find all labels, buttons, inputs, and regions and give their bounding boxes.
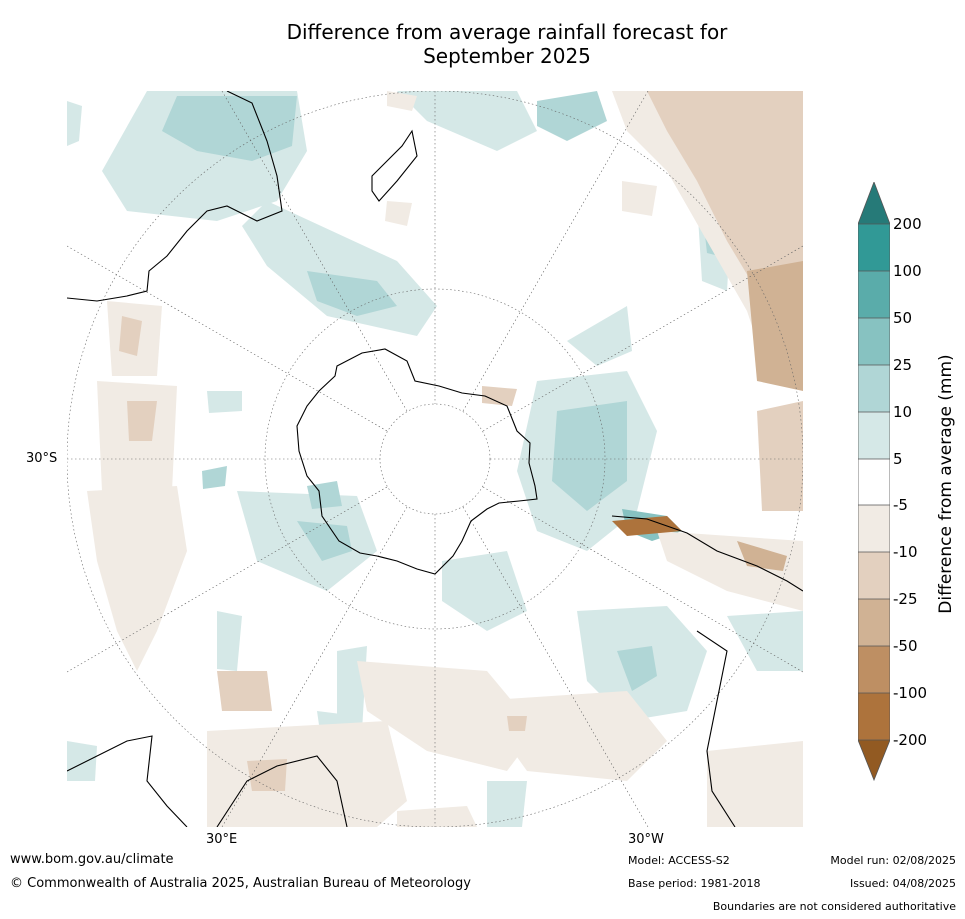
australia-coast [67, 91, 283, 302]
map-title: Difference from average rainfall forecas… [0, 20, 965, 68]
colorbar-band [858, 412, 890, 459]
colorbar-tick-minus10: -10 [893, 543, 918, 561]
colorbar-tick-minus200: -200 [893, 731, 928, 749]
footer-copyright: © Commonwealth of Australia 2025, Austra… [10, 876, 471, 891]
colorbar-band [858, 224, 890, 271]
colorbar-tick-10: 10 [893, 403, 913, 421]
colorbar-band [858, 365, 890, 412]
title-line-1: Difference from average rainfall forecas… [286, 20, 728, 44]
colorbar-band [858, 271, 890, 318]
polar-map [67, 91, 803, 827]
lon-label-30e: 30°E [206, 832, 238, 847]
colorbar-tick-minus5: -5 [893, 496, 908, 514]
dry-anomaly-regions [87, 91, 803, 827]
colorbar-band [858, 459, 890, 505]
colorbar-tick-minus50: -50 [893, 637, 918, 655]
colorbar-tick-5: 5 [893, 450, 903, 468]
graticule [67, 91, 803, 827]
colorbar-tick-100: 100 [893, 262, 922, 280]
colorbar-tick-minus25: -25 [893, 590, 918, 608]
wet-anomaly-regions [67, 91, 803, 827]
antarctica-coast [296, 348, 538, 575]
colorbar-tick-50: 50 [893, 309, 913, 327]
colorbar-over-triangle [858, 182, 890, 224]
footer-base-period: Base period: 1981-2018 [628, 877, 761, 890]
title-line-2: September 2025 [423, 44, 591, 68]
south-america-coast [611, 515, 803, 827]
colorbar-band [858, 552, 890, 599]
colorbar-under-triangle [858, 740, 890, 780]
colorbar-band [858, 693, 890, 740]
lon-label-30w: 30°W [628, 832, 664, 847]
colorbar-tick-200: 200 [893, 215, 922, 233]
new-zealand-coast [371, 129, 418, 202]
footer-model: Model: ACCESS-S2 [628, 854, 730, 867]
map-panel [67, 91, 803, 827]
colorbar-band [858, 505, 890, 552]
footer-disclaimer: Boundaries are not considered authoritat… [712, 900, 956, 913]
colorbar-band [858, 599, 890, 646]
colorbar-label: Difference from average (mm) [936, 354, 956, 614]
colorbar [858, 182, 890, 782]
colorbar-band [858, 318, 890, 365]
africa-coast [67, 735, 348, 827]
colorbar-tick-minus100: -100 [893, 684, 928, 702]
coastlines [67, 91, 803, 827]
footer-website: www.bom.gov.au/climate [10, 852, 174, 867]
lat-label-30s: 30°S [26, 451, 58, 466]
colorbar-tick-25: 25 [893, 356, 913, 374]
footer-model-run: Model run: 02/08/2025 [830, 854, 956, 867]
footer-issued: Issued: 04/08/2025 [849, 877, 956, 890]
colorbar-band [858, 646, 890, 693]
